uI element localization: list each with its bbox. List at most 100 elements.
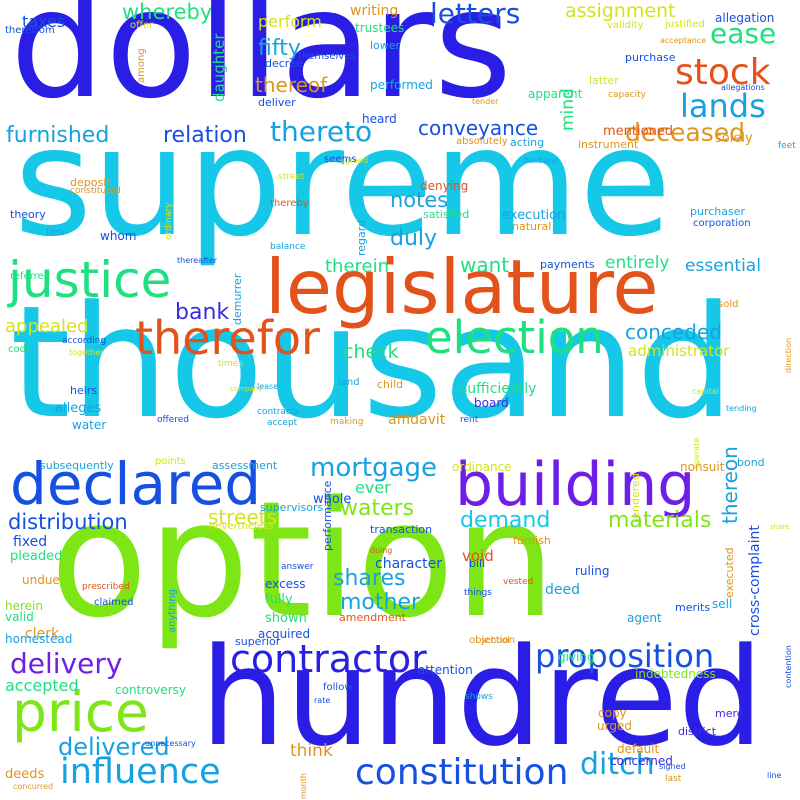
word-declared: declared [10,450,262,518]
word-allegations: allegations [721,83,765,92]
word-denying: denying [420,179,469,193]
word-rendered: rendered [629,472,642,523]
word-letters: letters [430,0,521,30]
word-affidavit: affidavit [388,412,446,428]
word-thereof: thereof [255,73,328,97]
word-prescribed: prescribed [82,582,130,592]
word-board: board [474,396,509,410]
word-shown: shown [265,611,307,626]
word-think: think [290,741,333,761]
word-rent: rent [460,415,479,425]
word-legislature: legislature [265,243,659,331]
word-furnish: furnish [513,534,551,547]
word-supervisors: supervisors [260,501,324,514]
word-indebtedness: indebtedness [635,667,716,681]
word-ruling: ruling [575,564,610,578]
word-void: void [462,547,494,565]
word-ordinary: ordinary [164,202,174,241]
word-heirs: heirs [70,384,98,397]
word-husband: husband [524,156,559,165]
word-capacity: capacity [608,90,646,100]
word-code: code [8,344,33,355]
word-district: district [678,725,717,738]
word-shows: shows [465,692,493,702]
word-proposition: proposition [535,637,715,675]
word-thereafter: thereafter [177,256,218,265]
word-justified: justified [665,19,705,30]
word-deceased: deceased [625,118,745,147]
word-rate: rate [314,696,331,705]
word-solely: solely [715,131,753,146]
word-fifty: fifty [258,36,301,61]
word-sufficiently: sufficiently [460,381,537,397]
word-land: land [338,377,360,388]
word-materials: materials [608,508,712,533]
word-assessment: assessment [212,459,278,472]
word-therein: therein [325,256,390,277]
word-together: together [69,348,104,357]
word-alleges: alleges [55,401,102,416]
word-themselves: themselves [298,51,356,62]
word-mere: mere [715,707,744,720]
word-sold: sold [718,299,739,310]
word-amendment: amendment [339,611,406,624]
word-mother: mother [340,590,421,615]
word-deposit: deposit [70,176,111,189]
word-writing: writing [350,3,399,19]
word-feet: feet [778,141,796,151]
word-justice: justice [8,251,172,309]
word-taxes: taxes [22,12,66,31]
word-share: share [770,523,790,531]
word-making: making [330,417,364,427]
word-agreed: agreed [340,156,369,165]
word-constituted: constituted [70,186,121,196]
word-direction: direction [784,338,793,374]
word-furnished: furnished [6,123,110,148]
word-purchase: purchase [625,51,676,64]
word-dollars: dollars [10,0,513,132]
word-whole: whole [313,492,352,507]
word-option: option [50,466,556,653]
word-daughter: daughter [210,33,228,102]
word-allegation: allegation [715,11,775,25]
word-streets: streets [208,505,277,529]
word-demurrer: demurrer [231,273,244,325]
word-follow: follow [323,682,353,693]
word-excess: excess [265,577,306,591]
word-valid: valid [5,610,34,624]
word-bond: bond [737,456,765,469]
word-lower: lower [370,39,401,52]
word-seems: seems [324,154,357,165]
word-lien: lien [46,227,65,238]
word-school: school [481,636,510,646]
word-herein: herein [5,599,43,613]
word-ditch: ditch [580,747,655,782]
word-regard: regard [355,219,368,256]
word-pleaded: pleaded [10,549,63,564]
word-lease: lease [257,382,279,391]
word-instrument: instrument [578,138,639,151]
word-whom: whom [100,229,137,243]
word-assignment: assignment [565,0,676,22]
word-water: water [72,418,107,432]
word-therefrom: therefrom [5,25,55,36]
word-thousand: thousand [10,272,735,453]
word-attention: attention [418,663,473,677]
word-homestead: homestead [5,632,73,646]
word-urged: urged [597,719,632,733]
word-influence: influence [60,752,221,792]
word-fixed: fixed [13,534,48,550]
word-contractor: contractor [230,637,427,681]
word-cross-complaint: cross-complaint [747,525,763,636]
word-contracts: contracts [257,407,300,417]
word-claimed: claimed [94,597,134,608]
word-satisfied: satisfied [423,208,470,221]
word-concurred: concurred [13,782,54,791]
word-relation: relation [163,123,247,148]
word-corporation: corporation [693,218,751,229]
word-operate: operate [692,437,701,469]
word-ordinance: ordinance [452,460,512,474]
word-superior: superior [235,635,281,648]
word-validity: validity [607,20,644,31]
